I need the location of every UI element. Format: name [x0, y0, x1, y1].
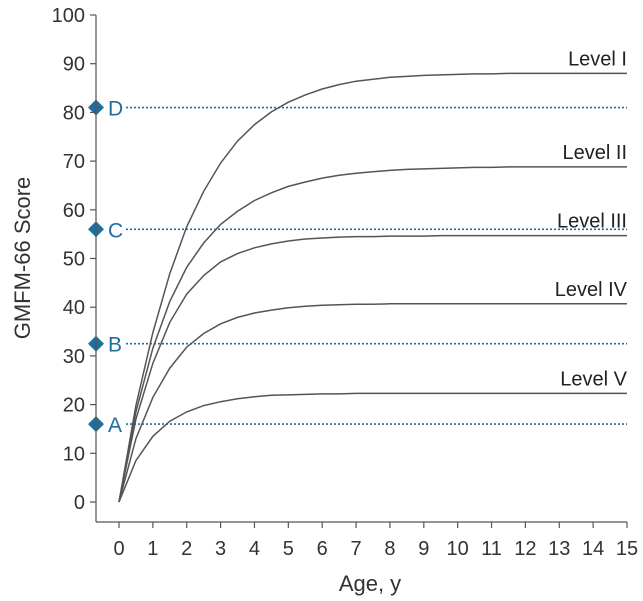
labels: Level I Level II Level III Level IV Level V — [555, 48, 628, 390]
series-line — [118, 392, 627, 503]
x-tick-label: 5 — [283, 538, 294, 560]
series-label: Level III — [557, 211, 627, 233]
y-tick-label: 50 — [63, 249, 85, 271]
series-label: Level I — [568, 48, 627, 70]
series-label: Level IV — [555, 279, 628, 301]
reference-line-label: C — [108, 219, 123, 242]
x-axis-title: Age, y — [339, 571, 401, 596]
y-tick-label: 80 — [63, 102, 85, 124]
x-tick-label: 0 — [113, 538, 124, 560]
x-tick-label: 4 — [249, 538, 260, 560]
y-tick-label: 100 — [52, 5, 85, 27]
series-lines — [118, 72, 627, 503]
x-tick-label: 14 — [582, 538, 604, 560]
series-label: Level II — [563, 142, 627, 164]
y-tick-label: 70 — [63, 151, 85, 173]
y-tick-label: 20 — [63, 395, 85, 417]
series-label: Level V — [560, 368, 627, 390]
x-tick-label: 1 — [147, 538, 158, 560]
x-tick-label: 8 — [384, 538, 395, 560]
x-tick-label: 12 — [514, 538, 536, 560]
x-tick-label: 2 — [181, 538, 192, 560]
x-tick-label: 9 — [418, 538, 429, 560]
reference-line-label: A — [108, 414, 122, 437]
y-tick-label: 30 — [63, 346, 85, 368]
x-tick-label: 10 — [447, 538, 469, 560]
y-tick-label: 60 — [63, 200, 85, 222]
y-tick-label: 10 — [63, 443, 85, 465]
reference-line-label: B — [108, 334, 122, 357]
y-tick-label: 0 — [74, 492, 85, 514]
reference-lines: A B C D — [88, 98, 627, 437]
y-tick-label: 40 — [63, 297, 85, 319]
series-line — [118, 166, 627, 503]
x-tick-label: 15 — [616, 538, 638, 560]
x-tick-label: 13 — [548, 538, 570, 560]
reference-line-label: D — [108, 98, 123, 121]
x-tick-label: 6 — [317, 538, 328, 560]
x-tick-label: 3 — [215, 538, 226, 560]
x-tick-label: 11 — [481, 538, 502, 560]
y-axis-title: GMFM-66 Score — [10, 177, 35, 340]
series-line — [118, 72, 627, 503]
series-line — [118, 234, 627, 503]
x-tick-label: 7 — [351, 538, 362, 560]
y-tick-label: 90 — [63, 54, 85, 76]
series-line — [118, 303, 627, 503]
